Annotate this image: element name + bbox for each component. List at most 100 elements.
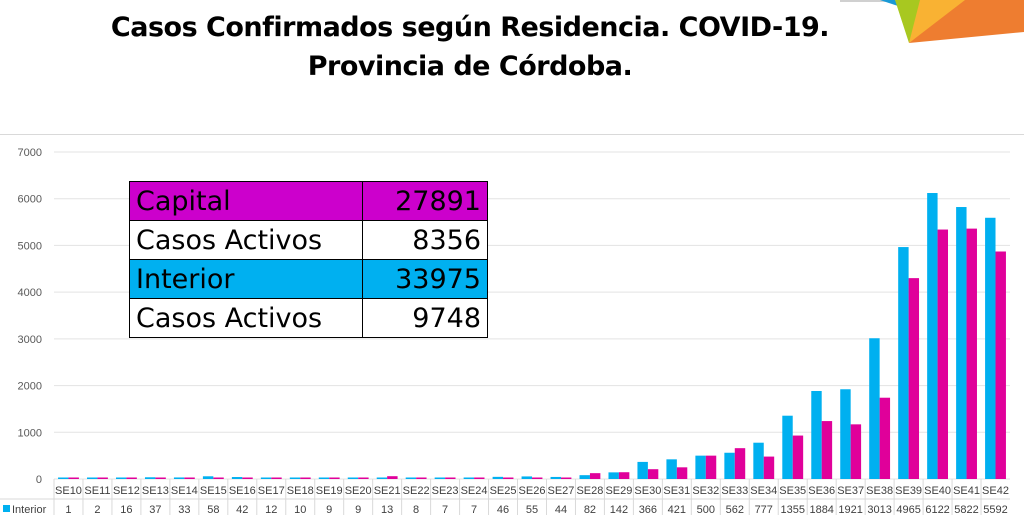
x-tick-label: SE41: [953, 485, 980, 497]
summary-value: 33975: [362, 259, 488, 299]
chart-title-line2: Provincia de Córdoba.: [307, 51, 633, 82]
y-tick-label: 3000: [18, 334, 42, 346]
bar-interior: [637, 461, 648, 479]
summary-row-interior-active: Casos Activos 9748: [129, 298, 488, 338]
x-tick-label: SE24: [461, 485, 488, 497]
x-tick-label: SE37: [837, 485, 864, 497]
table-value-interior: 7: [442, 504, 448, 515]
table-value-interior: 500: [697, 504, 715, 515]
table-value-interior: 1355: [780, 504, 804, 515]
table-value-interior: 33: [178, 504, 190, 515]
x-tick-label: SE34: [750, 485, 777, 497]
bar-interior: [173, 477, 185, 479]
x-tick-label: SE27: [548, 485, 575, 497]
bar-interior: [695, 455, 706, 479]
summary-value: 27891: [362, 181, 488, 221]
x-tick-label: SE20: [345, 485, 372, 497]
table-value-interior: 58: [207, 504, 219, 515]
bar-capital: [908, 278, 920, 479]
bar-capital: [705, 455, 717, 479]
bar-capital: [242, 477, 253, 479]
table-value-interior: 3013: [867, 504, 891, 515]
y-tick-label: 2000: [18, 381, 42, 393]
x-tick-label: SE42: [982, 485, 1009, 497]
x-tick-label: SE38: [866, 485, 893, 497]
x-tick-label: SE13: [142, 485, 169, 497]
bar-capital: [676, 467, 688, 479]
x-tick-label: SE18: [287, 485, 314, 497]
bar-capital: [329, 477, 340, 479]
table-value-interior: 5592: [983, 504, 1007, 515]
table-value-interior: 366: [639, 504, 657, 515]
bar-capital: [763, 456, 775, 479]
bar-interior: [347, 477, 359, 479]
summary-row-capital: Capital 27891: [129, 181, 488, 221]
bar-interior: [434, 477, 446, 479]
x-tick-label: SE39: [895, 485, 922, 497]
legend-label-interior: Interior: [12, 504, 47, 515]
x-tick-label: SE15: [200, 485, 227, 497]
table-value-interior: 562: [726, 504, 744, 515]
bar-capital: [647, 469, 659, 479]
x-tick-label: SE12: [113, 485, 140, 497]
bar-capital: [184, 477, 195, 479]
y-tick-label: 1000: [18, 427, 42, 439]
bar-interior: [927, 193, 938, 479]
table-value-interior: 9: [326, 504, 332, 515]
bar-interior: [521, 476, 532, 479]
table-value-interior: 4965: [896, 504, 920, 515]
x-tick-label: SE33: [721, 485, 748, 497]
bar-interior: [724, 452, 735, 479]
x-tick-label: SE29: [605, 485, 632, 497]
summary-table: Capital 27891 Casos Activos 8356 Interior 3…: [129, 181, 488, 338]
table-value-interior: 37: [149, 504, 161, 515]
bar-capital: [821, 421, 833, 479]
bar-capital: [503, 477, 514, 479]
table-value-interior: 5822: [954, 504, 978, 515]
bar-capital: [532, 477, 543, 479]
y-tick-label: 0: [36, 474, 42, 486]
x-tick-label: SE11: [84, 485, 110, 497]
x-tick-label: SE35: [779, 485, 806, 497]
bar-interior: [318, 477, 330, 479]
table-value-interior: 44: [555, 504, 567, 515]
y-tick-label: 6000: [18, 194, 42, 206]
table-value-interior: 46: [497, 504, 509, 515]
chart-title-line1: Casos Confirmados según Residencia. COVI…: [110, 12, 830, 43]
summary-label: Capital: [129, 181, 363, 221]
table-value-interior: 8: [413, 504, 419, 515]
bar-capital: [97, 477, 108, 479]
x-tick-label: SE32: [692, 485, 719, 497]
y-tick-label: 4000: [18, 287, 42, 299]
summary-label: Casos Activos: [129, 220, 363, 260]
bar-capital: [213, 477, 224, 479]
table-value-interior: 777: [755, 504, 773, 515]
bar-interior: [144, 477, 156, 479]
bar-capital: [155, 477, 166, 479]
bar-capital: [937, 229, 949, 479]
bar-capital: [445, 477, 456, 479]
x-tick-label: SE26: [519, 485, 546, 497]
table-value-interior: 42: [236, 504, 248, 515]
summary-label: Casos Activos: [129, 298, 363, 338]
table-value-interior: 142: [610, 504, 628, 515]
summary-row-capital-active: Casos Activos 8356: [129, 220, 488, 260]
bar-interior: [811, 390, 822, 479]
bar-interior: [463, 477, 475, 479]
table-value-interior: 2: [94, 504, 100, 515]
x-tick-label: SE14: [171, 485, 198, 497]
bar-interior: [376, 477, 388, 479]
brand-logo-decoration: [840, 0, 1024, 43]
x-tick-label: SE22: [403, 485, 430, 497]
table-value-interior: 16: [120, 504, 132, 515]
bar-capital: [589, 473, 601, 479]
table-value-interior: 82: [584, 504, 596, 515]
bar-capital: [560, 477, 572, 479]
x-tick-label: SE23: [432, 485, 459, 497]
y-tick-label: 5000: [18, 240, 42, 252]
bar-interior: [608, 472, 619, 479]
x-tick-label: SE31: [663, 485, 690, 497]
bar-interior: [492, 476, 504, 479]
summary-row-interior: Interior 33975: [129, 259, 488, 299]
table-value-interior: 13: [381, 504, 393, 515]
